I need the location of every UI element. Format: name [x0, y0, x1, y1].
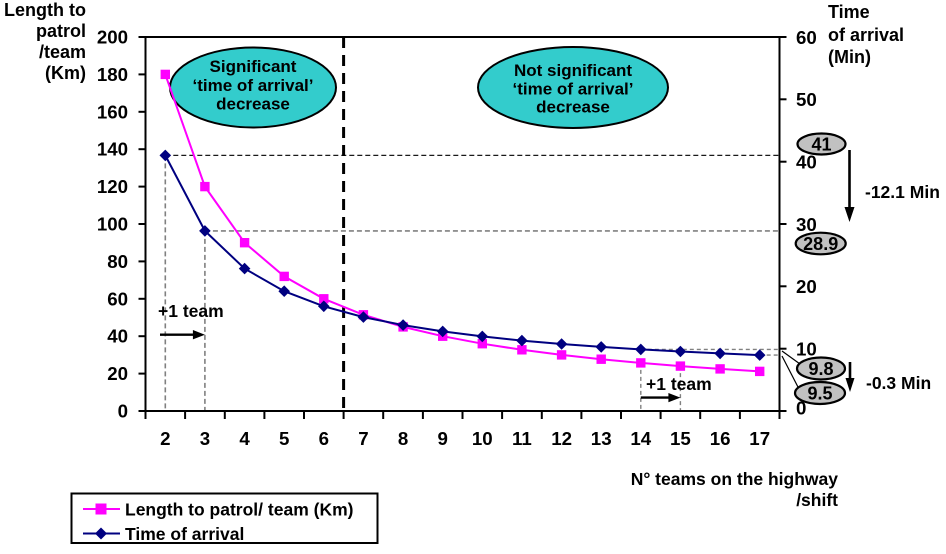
svg-text:28.9: 28.9 [803, 234, 838, 254]
svg-text:7: 7 [358, 428, 368, 449]
svg-text:6: 6 [319, 428, 329, 449]
svg-text:120: 120 [97, 176, 128, 197]
svg-text:80: 80 [107, 251, 128, 272]
svg-text:Length to: Length to [4, 0, 86, 20]
svg-text:2: 2 [160, 428, 170, 449]
svg-text:160: 160 [97, 101, 128, 122]
svg-text:(Min): (Min) [828, 47, 871, 67]
svg-text:180: 180 [97, 64, 128, 85]
svg-text:Significant: Significant [210, 57, 297, 76]
svg-text:10: 10 [472, 428, 493, 449]
svg-text:15: 15 [670, 428, 691, 449]
svg-text:100: 100 [97, 214, 128, 235]
svg-text:9.8: 9.8 [808, 359, 833, 379]
svg-text:(Km): (Km) [45, 63, 86, 83]
svg-text:60: 60 [796, 27, 817, 48]
svg-text:41: 41 [811, 135, 831, 155]
svg-text:60: 60 [107, 288, 128, 309]
svg-text:‘time of arrival’: ‘time of arrival’ [513, 80, 634, 99]
svg-text:3: 3 [200, 428, 210, 449]
svg-text:patrol: patrol [36, 21, 86, 41]
svg-text:50: 50 [796, 89, 817, 110]
svg-text:40: 40 [107, 326, 128, 347]
svg-text:N° teams on the highway: N° teams on the highway [631, 469, 839, 489]
svg-text:decrease: decrease [216, 95, 290, 114]
svg-text:14: 14 [630, 428, 651, 449]
svg-text:13: 13 [591, 428, 612, 449]
svg-text:200: 200 [97, 27, 128, 48]
svg-text:9.5: 9.5 [807, 384, 832, 404]
svg-text:-0.3 Min: -0.3 Min [866, 373, 931, 393]
svg-text:decrease: decrease [536, 98, 610, 117]
svg-text:12: 12 [551, 428, 572, 449]
svg-text:Time: Time [828, 2, 870, 22]
svg-text:8: 8 [398, 428, 408, 449]
svg-text:10: 10 [796, 339, 817, 360]
svg-text:140: 140 [97, 139, 128, 160]
svg-text:Time of arrival: Time of arrival [125, 524, 244, 544]
svg-text:‘time of arrival’: ‘time of arrival’ [193, 76, 314, 95]
svg-text:+1 team: +1 team [158, 301, 224, 321]
svg-text:Length to patrol/ team (Km): Length to patrol/ team (Km) [125, 500, 353, 520]
svg-text:/shift: /shift [796, 490, 838, 510]
svg-text:of arrival: of arrival [828, 25, 904, 45]
svg-text:40: 40 [796, 152, 817, 173]
svg-text:-12.1 Min: -12.1 Min [865, 182, 940, 202]
svg-text:/team: /team [39, 42, 86, 62]
svg-text:11: 11 [512, 428, 532, 449]
svg-text:0: 0 [118, 401, 128, 422]
svg-text:9: 9 [437, 428, 447, 449]
svg-text:+1 team: +1 team [646, 374, 712, 394]
svg-text:20: 20 [796, 276, 817, 297]
svg-text:4: 4 [239, 428, 250, 449]
svg-text:5: 5 [279, 428, 289, 449]
svg-text:20: 20 [107, 363, 128, 384]
svg-text:16: 16 [710, 428, 731, 449]
svg-text:0: 0 [796, 398, 806, 419]
svg-text:17: 17 [749, 428, 770, 449]
svg-text:Not significant: Not significant [514, 61, 632, 80]
svg-text:30: 30 [796, 214, 817, 235]
